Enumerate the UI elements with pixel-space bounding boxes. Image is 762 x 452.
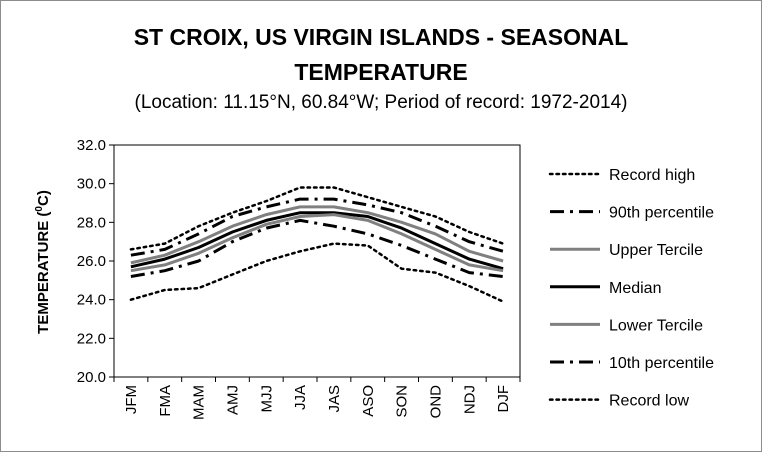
x-tick-label: AMJ [224,385,241,415]
x-tick-label: JJA [292,385,309,410]
x-tick-label: ASO [360,385,377,417]
x-tick-label: JAS [326,385,343,413]
x-tick-label: JFM [123,385,140,414]
chart-title-line2: TEMPERATURE [294,59,468,85]
x-tick-label: MAM [191,385,208,420]
x-tick-label: OND [427,385,444,419]
y-tick-label: 20.0 [77,369,106,386]
legend-label-upper-tercile: Upper Tercile [609,242,703,259]
series-layer [129,186,505,303]
legend-label-10th-percentile: 10th percentile [609,355,714,372]
legend: Record high 90th percentile Upper Tercile M… [548,167,714,410]
legend-label-lower-tercile: Lower Tercile [609,317,703,334]
x-tick-label: FMA [157,385,174,417]
y-axis: 20.0 22.0 24.0 26.0 28.0 30.0 32.0 [77,137,114,386]
y-axis-label: TEMPERATURE (0C) [34,190,52,334]
y-tick-label: 30.0 [77,176,106,193]
legend-label-record-high: Record high [609,167,695,184]
legend-label-90th-percentile: 90th percentile [609,205,714,222]
y-tick-label: 22.0 [77,330,106,347]
x-tick-label: MJJ [258,385,275,413]
y-tick-label: 32.0 [77,137,106,154]
series-line-median [130,211,504,271]
series-line-upper-tercile [130,205,504,265]
x-tick-label: DJF [495,385,512,413]
series-line-lower-tercile [130,213,504,273]
y-tick-label: 26.0 [77,253,106,270]
series-line-record-high [129,186,505,251]
y-tick-label: 24.0 [77,292,106,309]
x-axis: JFM FMA MAM AMJ MJJ JJA JAS ASO SON OND NDJ DJF [113,377,521,420]
legend-label-median: Median [609,280,661,297]
x-tick-label: NDJ [461,385,478,414]
series-line-90th-percentile [130,197,504,257]
legend-label-record-low: Record low [609,393,689,410]
y-tick-label: 28.0 [77,214,106,231]
series-line-10th-percentile [130,218,504,278]
x-tick-label: SON [394,385,411,418]
chart-subtitle: (Location: 11.15°N, 60.84°W; Period of r… [134,92,628,113]
series-line-record-low [129,242,505,303]
chart-title-line1: ST CROIX, US VIRGIN ISLANDS - SEASONAL [133,24,629,50]
